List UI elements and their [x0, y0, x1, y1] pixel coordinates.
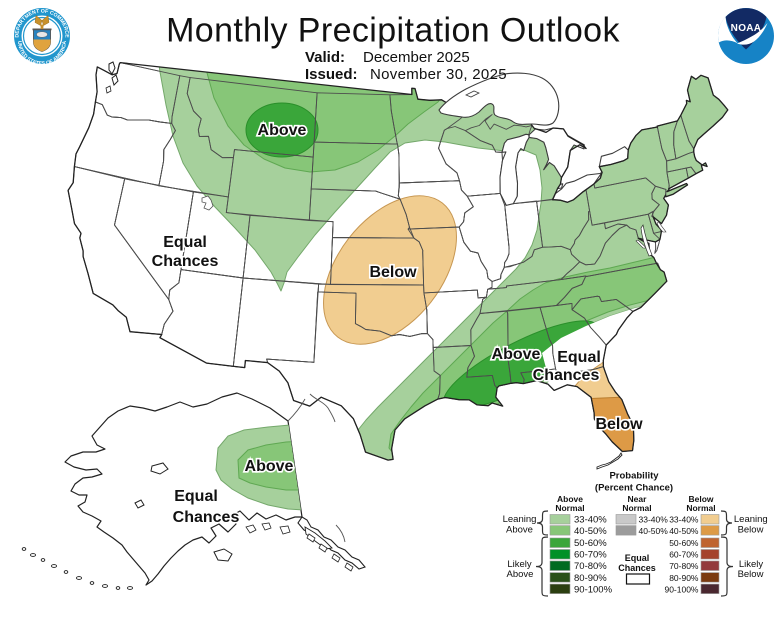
svg-text:Below: Below — [595, 416, 643, 433]
svg-text:60-70%: 60-70% — [669, 550, 699, 560]
svg-text:Below: Below — [688, 494, 713, 504]
svg-text:40-50%: 40-50% — [639, 526, 669, 536]
svg-text:80-90%: 80-90% — [574, 573, 607, 584]
svg-text:Below: Below — [738, 525, 764, 536]
svg-text:Probability: Probability — [609, 471, 659, 482]
svg-text:90-100%: 90-100% — [574, 584, 613, 595]
svg-text:Equal: Equal — [174, 488, 218, 505]
svg-text:Leaning: Leaning — [503, 514, 537, 525]
svg-text:Likely: Likely — [507, 559, 532, 570]
svg-text:33-40%: 33-40% — [639, 515, 669, 525]
svg-text:Likely: Likely — [739, 559, 764, 570]
svg-text:Below: Below — [738, 569, 764, 580]
svg-text:Issued:: Issued: — [305, 66, 358, 83]
svg-text:Monthly Precipitation Outlook: Monthly Precipitation Outlook — [166, 12, 620, 50]
svg-text:(Percent Chance): (Percent Chance) — [595, 483, 673, 494]
svg-text:Above: Above — [245, 458, 294, 475]
svg-text:90-100%: 90-100% — [664, 584, 698, 594]
svg-text:80-90%: 80-90% — [669, 573, 699, 583]
svg-text:Chances: Chances — [173, 509, 240, 526]
svg-text:Near: Near — [628, 494, 648, 504]
svg-text:60-70%: 60-70% — [574, 550, 607, 561]
svg-text:Below: Below — [369, 264, 417, 281]
svg-text:40-50%: 40-50% — [574, 526, 607, 537]
svg-text:70-80%: 70-80% — [669, 561, 699, 571]
svg-text:33-40%: 33-40% — [574, 515, 607, 526]
svg-text:Normal: Normal — [555, 503, 584, 513]
svg-text:NOAA: NOAA — [731, 23, 762, 34]
svg-text:Equal: Equal — [163, 234, 207, 251]
svg-text:Chances: Chances — [618, 563, 656, 573]
svg-text:Above: Above — [557, 494, 583, 504]
svg-text:Equal: Equal — [557, 349, 601, 366]
svg-text:70-80%: 70-80% — [574, 561, 607, 572]
svg-text:Chances: Chances — [152, 253, 219, 270]
svg-text:33-40%: 33-40% — [669, 515, 699, 525]
svg-text:Chances: Chances — [533, 367, 600, 384]
svg-text:December 2025: December 2025 — [363, 49, 470, 66]
svg-text:Normal: Normal — [686, 503, 715, 513]
svg-text:Above: Above — [506, 525, 533, 536]
svg-text:Above: Above — [492, 346, 541, 363]
svg-text:Equal: Equal — [625, 553, 650, 563]
svg-text:Above: Above — [258, 122, 307, 139]
svg-text:50-60%: 50-60% — [669, 538, 699, 548]
svg-text:Normal: Normal — [622, 503, 651, 513]
svg-text:50-60%: 50-60% — [574, 538, 607, 549]
svg-text:November 30, 2025: November 30, 2025 — [370, 66, 507, 83]
svg-text:Leaning: Leaning — [734, 514, 768, 525]
svg-text:Above: Above — [507, 569, 534, 580]
svg-text:40-50%: 40-50% — [669, 526, 699, 536]
svg-text:Valid:: Valid: — [305, 49, 345, 66]
